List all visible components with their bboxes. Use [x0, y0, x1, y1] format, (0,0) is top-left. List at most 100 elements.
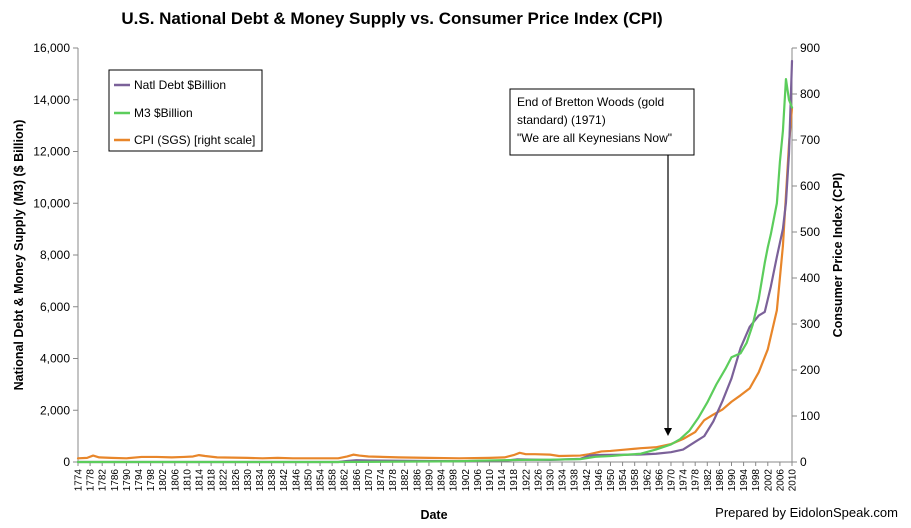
x-tick-label: 1894: [437, 469, 448, 492]
y-axis-right-label: Consumer Price Index (CPI): [831, 173, 845, 338]
y-right-tick-label: 400: [800, 271, 820, 285]
x-tick-label: 2006: [775, 469, 786, 492]
y-right-tick-label: 300: [800, 317, 820, 331]
legend-label-debt: Natl Debt $Billion: [134, 78, 226, 92]
x-tick-label: 1942: [582, 469, 593, 492]
x-tick-label: 1786: [110, 469, 121, 492]
chart-title: U.S. National Debt & Money Supply vs. Co…: [121, 9, 662, 28]
x-tick-label: 1794: [134, 469, 145, 492]
y-axis-right-ticks: 0 100 200 300 400 500 600 700 800 900: [792, 41, 820, 469]
x-tick-label: 1838: [267, 469, 278, 492]
x-tick-label: 1810: [182, 469, 193, 492]
x-tick-label: 1818: [207, 469, 218, 492]
x-tick-label: 1834: [255, 469, 266, 492]
x-tick-label: 1882: [400, 469, 411, 492]
y-right-tick-label: 700: [800, 133, 820, 147]
x-tick-label: 1890: [424, 469, 435, 492]
y-right-tick-label: 100: [800, 409, 820, 423]
x-tick-label: 1986: [715, 469, 726, 492]
x-tick-label: 1930: [545, 469, 556, 492]
x-axis-ticks: 1774 1778 1782 1786 1790 1794 1798 1802 1806 1810…: [74, 462, 799, 491]
x-tick-label: 1970: [666, 469, 677, 492]
x-tick-label: 1902: [461, 469, 472, 492]
x-tick-label: 1774: [74, 469, 85, 492]
y-left-tick-label: 14,000: [33, 93, 70, 107]
series-lines: [76, 59, 794, 464]
y-axis-left-ticks: 0 2,000 4,000 6,000 8,000 10,000 12,000 14,000 1…: [33, 41, 78, 469]
y-left-tick-label: 4,000: [40, 352, 70, 366]
x-tick-label: 1918: [509, 469, 520, 492]
legend-label-cpi: CPI (SGS) [right scale]: [134, 133, 255, 147]
x-tick-label: 1906: [473, 469, 484, 492]
y-right-tick-label: 0: [800, 455, 807, 469]
x-tick-label: 1846: [291, 469, 302, 492]
annotation-line-1: End of Bretton Woods (gold: [517, 95, 664, 109]
annotation: End of Bretton Woods (gold standard) (19…: [509, 88, 695, 436]
annotation-line-2: standard) (1971): [517, 113, 606, 127]
x-tick-label: 1798: [146, 469, 157, 492]
x-tick-label: 1854: [316, 469, 327, 492]
legend-box: [108, 69, 263, 152]
x-tick-label: 1806: [170, 469, 181, 492]
legend-label-m3: M3 $Billion: [134, 106, 193, 120]
y-right-tick-label: 500: [800, 225, 820, 239]
x-tick-label: 1938: [570, 469, 581, 492]
x-tick-label: 1954: [618, 469, 629, 492]
x-tick-label: 1866: [352, 469, 363, 492]
x-tick-label: 1914: [497, 469, 508, 492]
x-tick-label: 1958: [630, 469, 641, 492]
x-tick-label: 1946: [594, 469, 605, 492]
x-tick-label: 1814: [195, 469, 206, 492]
x-axis-label: Date: [420, 508, 447, 522]
x-tick-label: 1778: [86, 469, 97, 492]
credit-text: Prepared by EidolonSpeak.com: [715, 505, 898, 520]
x-tick-label: 1966: [654, 469, 665, 492]
x-tick-label: 1858: [328, 469, 339, 492]
x-tick-label: 1802: [158, 469, 169, 492]
y-left-tick-label: 10,000: [33, 196, 70, 210]
y-axis-left-label: National Debt & Money Supply (M3) ($ Bil…: [12, 120, 26, 391]
x-tick-label: 1934: [558, 469, 569, 492]
y-left-tick-label: 8,000: [40, 248, 70, 262]
x-tick-label: 1874: [376, 469, 387, 492]
x-tick-label: 1822: [219, 469, 230, 492]
annotation-box: [509, 88, 695, 156]
series-m3-line: [76, 77, 794, 464]
x-tick-label: 1998: [751, 469, 762, 492]
x-tick-label: 1782: [98, 469, 109, 492]
x-tick-label: 1870: [364, 469, 375, 492]
annotation-arrow-head: [664, 428, 672, 436]
annotation-line-3: "We are all Keynesians Now": [517, 131, 672, 145]
x-tick-label: 1910: [485, 469, 496, 492]
x-tick-label: 1974: [679, 469, 690, 492]
x-tick-label: 1994: [739, 469, 750, 492]
x-tick-label: 1950: [606, 469, 617, 492]
x-tick-label: 1962: [642, 469, 653, 492]
x-tick-label: 1982: [703, 469, 714, 492]
x-tick-label: 2002: [763, 469, 774, 492]
x-tick-label: 1862: [340, 469, 351, 492]
y-left-tick-label: 2,000: [40, 403, 70, 417]
y-right-tick-label: 200: [800, 363, 820, 377]
x-tick-label: 1826: [231, 469, 242, 492]
x-tick-label: 1830: [243, 469, 254, 492]
y-right-tick-label: 800: [800, 87, 820, 101]
y-right-tick-label: 900: [800, 41, 820, 55]
x-tick-label: 1842: [279, 469, 290, 492]
series-cpi-line: [76, 106, 794, 460]
y-left-tick-label: 6,000: [40, 300, 70, 314]
legend: Natl Debt $Billion M3 $Billion CPI (SGS)…: [108, 69, 263, 152]
x-tick-label: 1926: [533, 469, 544, 492]
y-left-tick-label: 12,000: [33, 145, 70, 159]
y-left-tick-label: 16,000: [33, 41, 70, 55]
y-left-tick-label: 0: [63, 455, 70, 469]
x-tick-label: 1790: [122, 469, 133, 492]
x-tick-label: 1886: [412, 469, 423, 492]
x-tick-label: 2010: [788, 469, 799, 492]
x-tick-label: 1922: [521, 469, 532, 492]
x-tick-label: 1990: [727, 469, 738, 492]
x-tick-label: 1898: [449, 469, 460, 492]
y-right-tick-label: 600: [800, 179, 820, 193]
x-tick-label: 1850: [303, 469, 314, 492]
